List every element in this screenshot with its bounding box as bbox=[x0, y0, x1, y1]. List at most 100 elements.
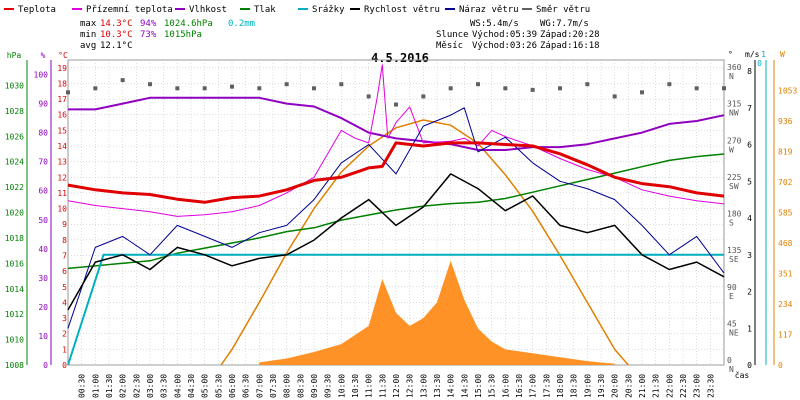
axes: hPa% °C1008101010121014101610181020102210… bbox=[5, 50, 798, 398]
legend-label-2: Vlhkost bbox=[189, 5, 227, 15]
plot-area bbox=[66, 64, 726, 366]
direction-point-0 bbox=[66, 90, 70, 95]
x-tick-38: 19:30 bbox=[597, 374, 606, 398]
axis-pressure-tick-7: 1022 bbox=[5, 183, 24, 192]
axis-temperature-tick-14: 14 bbox=[57, 142, 67, 151]
axis-pressure-tick-4: 1016 bbox=[5, 259, 24, 268]
axis-solar-tick-3: 351 bbox=[778, 270, 793, 279]
axis-rain-tick-0: 0 bbox=[757, 59, 762, 68]
axis-temperature-tick-7: 7 bbox=[62, 252, 67, 261]
direction-point-23 bbox=[694, 86, 699, 91]
x-tick-1: 01:00 bbox=[91, 374, 100, 398]
axis-wind-tick-1: 1 bbox=[747, 324, 752, 333]
x-tick-46: 23:30 bbox=[706, 374, 715, 398]
axis-direction-tick-7: 315 bbox=[727, 100, 742, 109]
direction-point-6 bbox=[230, 84, 234, 89]
axis-pressure-tick-3: 1014 bbox=[5, 285, 24, 294]
axis-wind-tick-5: 5 bbox=[747, 177, 752, 186]
direction-point-9 bbox=[312, 86, 316, 91]
axis-temperature-tick-8: 8 bbox=[62, 236, 67, 245]
direction-point-17 bbox=[530, 87, 535, 92]
axis-wind-tick-8: 8 bbox=[747, 67, 752, 76]
axis-direction-tick-4: 180 bbox=[727, 210, 742, 219]
direction-point-18 bbox=[558, 86, 562, 91]
direction-point-16 bbox=[503, 86, 508, 91]
x-axis-label: čas bbox=[735, 370, 750, 380]
legend-label-0: Teplota bbox=[18, 5, 56, 15]
direction-point-22 bbox=[667, 82, 672, 87]
axis-solar-tick-2: 234 bbox=[778, 300, 793, 309]
x-tick-20: 10:30 bbox=[351, 374, 360, 398]
series-teplota bbox=[67, 141, 725, 204]
legend-label-1: Přízemní teplota bbox=[86, 5, 173, 15]
axis-humidity-tick-2: 20 bbox=[38, 303, 48, 312]
axis-direction-name-6: W bbox=[729, 145, 734, 154]
axis-direction-tick-6: 270 bbox=[727, 136, 742, 145]
x-tick-23: 12:00 bbox=[392, 374, 401, 398]
axis-direction-name-8: N bbox=[729, 72, 734, 81]
axis-temperature-tick-10: 10 bbox=[57, 205, 67, 214]
axis-humidity-tick-6: 60 bbox=[38, 187, 48, 196]
axis-humidity-tick-0: 0 bbox=[43, 361, 48, 370]
axis-direction-tick-0: 0 bbox=[727, 356, 732, 365]
axis-humidity-tick-3: 30 bbox=[38, 274, 48, 283]
axis-wind-tick-7: 7 bbox=[747, 104, 752, 113]
axis-direction-name-3: SE bbox=[729, 255, 739, 264]
axis-temperature-tick-16: 16 bbox=[57, 111, 67, 120]
stat-avg-label: avg bbox=[80, 41, 96, 51]
stat-max-hum: 94% bbox=[140, 19, 157, 29]
series-sr-ky bbox=[67, 253, 724, 366]
axis-pressure-tick-5: 1018 bbox=[5, 234, 24, 243]
x-tick-42: 21:30 bbox=[652, 374, 661, 398]
axis-temperature-tick-12: 12 bbox=[57, 173, 67, 182]
x-tick-25: 13:00 bbox=[419, 374, 428, 398]
axis-direction-name-2: E bbox=[729, 292, 734, 301]
axis-wind-unit: m/s bbox=[745, 50, 760, 59]
legend-label-7: Směr větru bbox=[536, 5, 590, 15]
direction-point-7 bbox=[257, 86, 262, 91]
axis-humidity-tick-9: 90 bbox=[38, 100, 48, 109]
series-solar bbox=[220, 119, 629, 366]
direction-point-2 bbox=[120, 78, 125, 83]
sun-rise: Východ:05:39 bbox=[472, 30, 537, 40]
x-tick-41: 21:00 bbox=[638, 374, 647, 398]
x-tick-28: 14:30 bbox=[460, 374, 469, 398]
x-tick-14: 07:30 bbox=[269, 374, 278, 398]
x-tick-17: 09:00 bbox=[310, 374, 319, 398]
wind-ws: WS:5.4m/s bbox=[470, 19, 519, 29]
axis-direction-tick-5: 225 bbox=[727, 173, 742, 182]
x-tick-16: 08:30 bbox=[296, 374, 305, 398]
x-tick-37: 19:00 bbox=[583, 374, 592, 398]
stat-min-temp: 10.3°C bbox=[100, 30, 133, 40]
axis-solar-tick-7: 819 bbox=[778, 148, 793, 157]
axis-wind-tick-2: 2 bbox=[747, 288, 752, 297]
axis-direction-name-4: S bbox=[729, 219, 734, 228]
axis-temperature-tick-13: 13 bbox=[57, 158, 67, 167]
x-tick-43: 22:00 bbox=[665, 374, 674, 398]
x-tick-32: 16:30 bbox=[515, 374, 524, 398]
x-tick-31: 16:00 bbox=[501, 374, 510, 398]
legend-label-4: Srážky bbox=[312, 5, 345, 15]
axis-direction-name-5: SW bbox=[729, 182, 739, 191]
series-p-zemn-teplota bbox=[67, 64, 725, 217]
legend: Teplota Přízemní teplota Vlhkost Tlak Srážky… bbox=[4, 5, 590, 15]
axis-direction-unit: ° bbox=[728, 50, 733, 59]
axis-pressure-tick-2: 1012 bbox=[5, 310, 24, 319]
axis-solar-tick-5: 585 bbox=[778, 209, 793, 218]
x-tick-11: 06:00 bbox=[228, 374, 237, 398]
x-tick-21: 11:00 bbox=[365, 374, 374, 398]
x-tick-6: 03:30 bbox=[160, 374, 169, 398]
axis-direction-tick-3: 135 bbox=[727, 246, 742, 255]
axis-direction-name-1: NE bbox=[729, 328, 739, 337]
axis-solar-tick-9: 1053 bbox=[778, 87, 797, 96]
stat-avg-temp: 12.1°C bbox=[100, 41, 133, 51]
stats-block: max 14.3°C 94% 1024.6hPa 0.2mm min 10.3°… bbox=[80, 19, 600, 51]
axis-wind-tick-4: 4 bbox=[747, 214, 752, 223]
series-tlak bbox=[67, 153, 725, 270]
axis-humidity-tick-10: 100 bbox=[34, 71, 49, 80]
axis-temperature-tick-9: 9 bbox=[62, 220, 67, 229]
x-tick-22: 11:30 bbox=[378, 374, 387, 398]
stat-min-pres: 1015hPa bbox=[164, 30, 202, 40]
sun-label: Slunce bbox=[436, 30, 469, 40]
axis-temperature-tick-11: 11 bbox=[57, 189, 67, 198]
